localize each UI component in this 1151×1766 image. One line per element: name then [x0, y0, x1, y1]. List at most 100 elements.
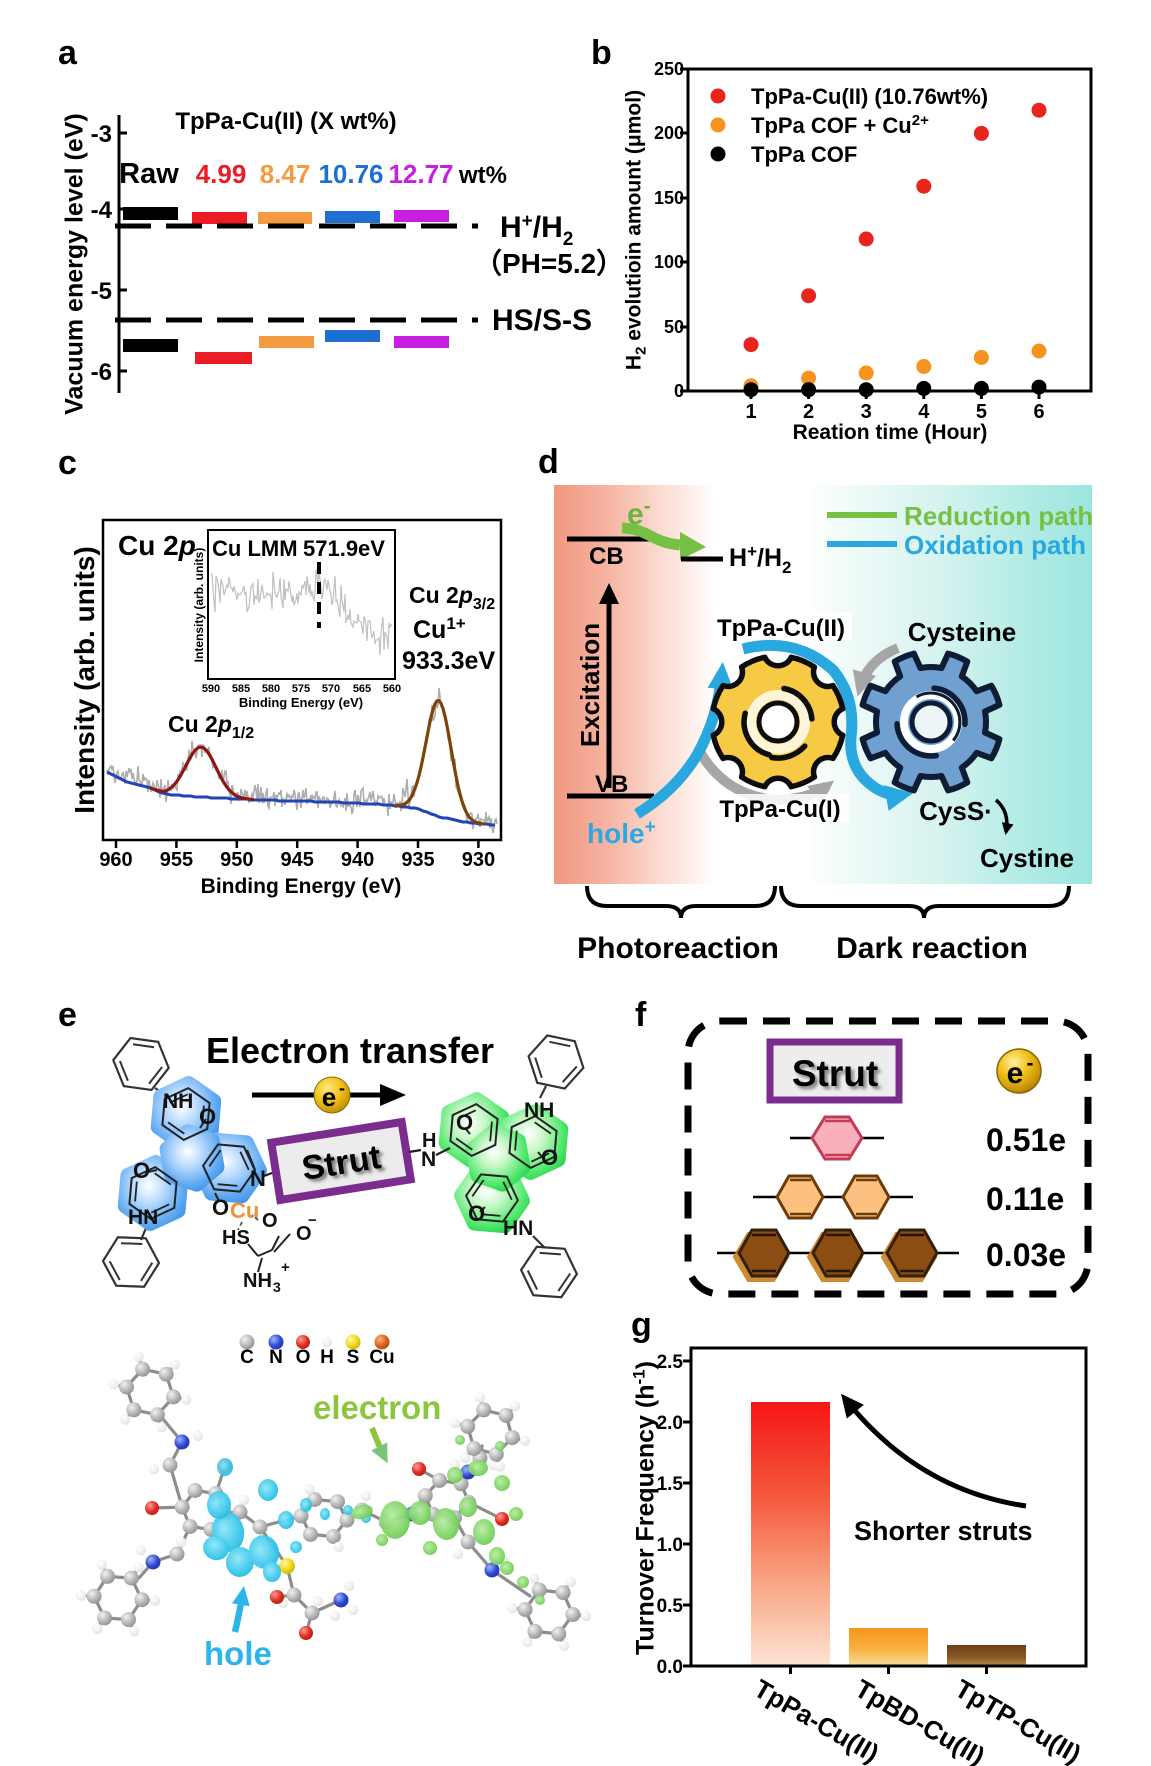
svg-text:10.76: 10.76	[318, 159, 383, 189]
svg-text:0: 0	[674, 381, 684, 401]
svg-text:150: 150	[654, 188, 684, 208]
svg-text:Reation time (Hour): Reation time (Hour)	[793, 421, 988, 444]
svg-text:Cystine: Cystine	[980, 843, 1074, 873]
svg-text:-: -	[1027, 1052, 1034, 1075]
svg-text:VB: VB	[595, 771, 628, 798]
svg-text:590: 590	[202, 683, 220, 695]
svg-text:560: 560	[383, 683, 401, 695]
svg-text:930: 930	[462, 849, 495, 871]
svg-text:−: −	[308, 1212, 317, 1229]
svg-text:945: 945	[281, 849, 314, 871]
svg-text:N: N	[269, 1347, 283, 1368]
svg-text:Cu 2p3/2: Cu 2p3/2	[409, 582, 495, 613]
svg-text:HS: HS	[222, 1227, 250, 1249]
svg-text:100: 100	[654, 252, 684, 272]
svg-text:580: 580	[262, 683, 280, 695]
svg-text:940: 940	[341, 849, 374, 871]
svg-text:1.5: 1.5	[657, 1474, 684, 1495]
svg-text:Intensity (arb. units): Intensity (arb. units)	[192, 548, 206, 663]
svg-text:0.5: 0.5	[657, 1596, 684, 1617]
svg-text:NH: NH	[243, 1270, 272, 1292]
svg-text:3: 3	[861, 401, 872, 423]
svg-text:3: 3	[273, 1279, 281, 1295]
svg-text:935: 935	[401, 849, 434, 871]
svg-text:955: 955	[160, 849, 193, 871]
svg-text:Raw: Raw	[119, 158, 179, 190]
svg-text:O: O	[541, 1145, 558, 1170]
svg-text:HS/S-S: HS/S-S	[492, 304, 592, 337]
svg-text:Excitation: Excitation	[575, 623, 605, 747]
svg-text:Cu 2p: Cu 2p	[118, 530, 196, 561]
svg-text:（PH=5.2）: （PH=5.2）	[474, 247, 620, 279]
svg-text:TpPa-Cu(II) (10.76wt%): TpPa-Cu(II) (10.76wt%)	[751, 84, 988, 109]
svg-text:O: O	[296, 1223, 312, 1245]
svg-text:Cu: Cu	[369, 1347, 394, 1368]
svg-text:O: O	[133, 1158, 150, 1183]
svg-text:-: -	[339, 1078, 345, 1098]
svg-text:-5: -5	[91, 278, 112, 305]
svg-text:565: 565	[353, 683, 371, 695]
svg-text:TpPa-Cu(I): TpPa-Cu(I)	[719, 796, 840, 823]
svg-text:933.3eV: 933.3eV	[402, 647, 495, 675]
svg-text:200: 200	[654, 123, 684, 143]
svg-text:Cu: Cu	[230, 1198, 259, 1223]
svg-text:Dark reaction: Dark reaction	[836, 932, 1028, 965]
svg-text:-4: -4	[91, 197, 113, 224]
svg-text:8.47: 8.47	[260, 159, 311, 189]
svg-text:e: e	[322, 1082, 336, 1112]
svg-text:960: 960	[99, 849, 132, 871]
svg-text:e: e	[1007, 1057, 1024, 1090]
svg-text:0.0: 0.0	[657, 1657, 683, 1678]
svg-text:Cu LMM: Cu LMM	[212, 536, 298, 561]
svg-text:6: 6	[1033, 401, 1044, 423]
svg-text:5: 5	[976, 401, 987, 423]
svg-text:4: 4	[918, 401, 930, 423]
svg-text:950: 950	[220, 849, 253, 871]
svg-text:570: 570	[322, 683, 340, 695]
svg-text:12.77: 12.77	[388, 159, 453, 189]
svg-text:50: 50	[664, 317, 684, 337]
svg-text:+: +	[281, 1259, 290, 1276]
svg-text:1: 1	[745, 401, 756, 423]
svg-text:Oxidation path: Oxidation path	[904, 530, 1086, 560]
svg-text:S: S	[347, 1347, 360, 1368]
svg-text:wt%: wt%	[458, 162, 507, 189]
svg-text:N: N	[421, 1148, 436, 1171]
svg-text:O: O	[468, 1201, 485, 1226]
svg-text:HN: HN	[503, 1217, 533, 1240]
svg-text:O: O	[199, 1104, 216, 1129]
svg-text:TpPa-Cu(II): TpPa-Cu(II)	[717, 615, 845, 642]
svg-text:Shorter struts: Shorter struts	[854, 1516, 1033, 1546]
svg-text:O: O	[262, 1210, 278, 1232]
svg-text:0.51e: 0.51e	[986, 1122, 1066, 1158]
svg-text:Cu1+: Cu1+	[413, 614, 466, 644]
svg-text:585: 585	[232, 683, 250, 695]
svg-text:TpPa COF: TpPa COF	[751, 142, 857, 167]
svg-text:O: O	[296, 1347, 311, 1368]
svg-text:H+/H2: H+/H2	[500, 211, 573, 250]
svg-text:hole: hole	[204, 1635, 272, 1672]
svg-text:H: H	[320, 1347, 334, 1368]
svg-text:CysS·: CysS·	[919, 796, 993, 826]
svg-text:H: H	[422, 1130, 436, 1152]
svg-text:Cu 2p1/2: Cu 2p1/2	[168, 711, 254, 742]
svg-text:1.0: 1.0	[657, 1535, 683, 1556]
svg-text:-3: -3	[91, 121, 112, 148]
svg-text:Binding Energy (eV): Binding Energy (eV)	[201, 875, 402, 898]
svg-text:2.5: 2.5	[657, 1352, 684, 1373]
svg-text:N: N	[250, 1166, 266, 1191]
svg-text:Binding Energy (eV): Binding Energy (eV)	[239, 695, 363, 710]
svg-text:O: O	[456, 1110, 473, 1135]
svg-text:Reduction path: Reduction path	[904, 501, 1093, 531]
svg-text:TpPa COF + Cu2+: TpPa COF + Cu2+	[751, 112, 929, 138]
svg-text:250: 250	[654, 59, 684, 79]
svg-text:Strut: Strut	[792, 1053, 878, 1094]
svg-text:hole+: hole+	[587, 817, 656, 849]
svg-text:TpPa-Cu(II) (X wt%): TpPa-Cu(II) (X wt%)	[175, 108, 396, 135]
svg-text:HN: HN	[128, 1206, 158, 1229]
svg-text:C: C	[240, 1347, 254, 1368]
svg-text:-6: -6	[91, 359, 112, 386]
svg-text:Photoreaction: Photoreaction	[577, 932, 779, 965]
svg-text:0.11e: 0.11e	[986, 1181, 1064, 1217]
svg-text:Cysteine: Cysteine	[908, 617, 1016, 647]
